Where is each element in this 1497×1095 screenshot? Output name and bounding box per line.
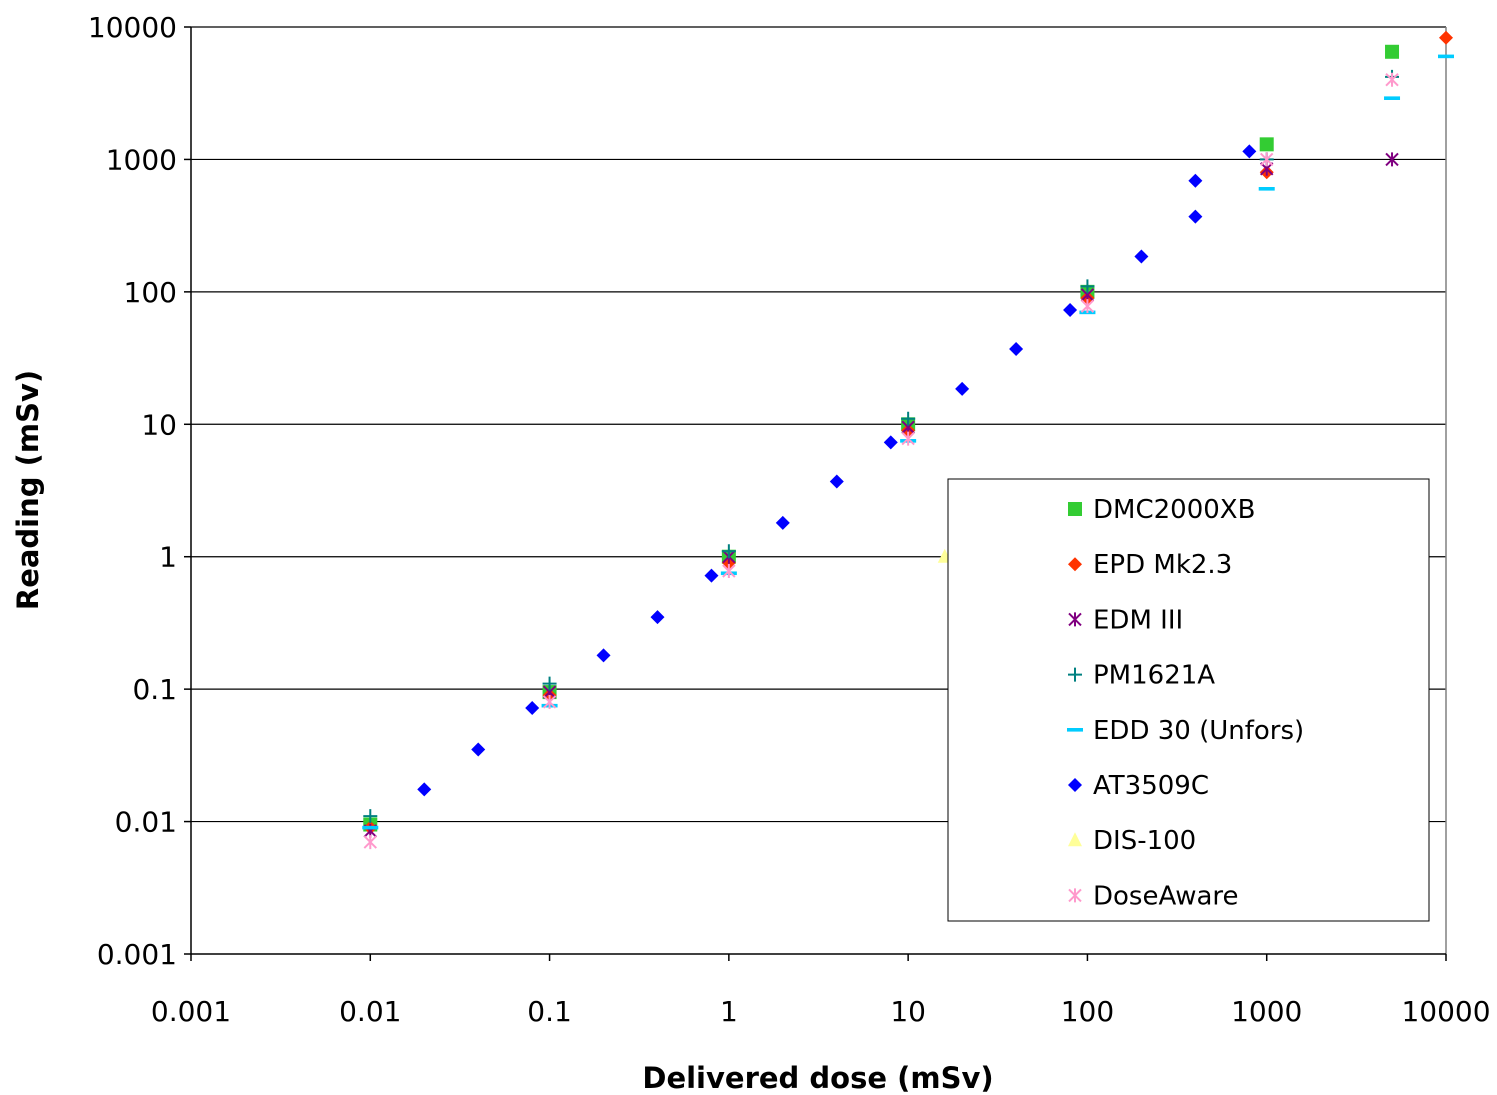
data-point: [363, 835, 377, 850]
legend-label: EDD 30 (Unfors): [1093, 716, 1304, 746]
x-tick-label: 10000: [1401, 995, 1490, 1028]
data-point: [955, 381, 970, 396]
legend-entry: PM1621A: [1068, 661, 1215, 691]
data-point: [1258, 187, 1275, 191]
data-point: [596, 648, 611, 663]
data-point: [1438, 54, 1454, 59]
data-point: [901, 411, 916, 426]
data-point: [1385, 72, 1399, 87]
data-point: [1188, 173, 1203, 188]
x-tick-label: 100: [1061, 995, 1114, 1028]
legend-label: AT3509C: [1093, 771, 1209, 801]
data-point: [1439, 30, 1453, 45]
y-axis-title: Reading (mSv): [11, 370, 45, 610]
x-axis-title: Delivered dose (mSv): [642, 1061, 993, 1095]
legend-marker: [1068, 502, 1082, 516]
y-tick-label: 10: [141, 408, 177, 441]
data-point: [1385, 44, 1400, 59]
legend-marker: [1068, 557, 1082, 572]
data-point: [650, 610, 665, 625]
legend: DMC2000XB EPD Mk2.3 EDM III PM1621A EDD 30 (…: [947, 478, 1430, 922]
y-tick-label: 0.001: [97, 938, 177, 971]
x-tick-label: 1000: [1231, 995, 1302, 1028]
data-point: [901, 431, 915, 446]
legend-marker: [1068, 778, 1082, 792]
data-point: [1080, 299, 1095, 314]
data-point: [1385, 152, 1399, 167]
legend-marker: [1068, 832, 1082, 847]
data-point: [1188, 209, 1203, 224]
axes: [190, 27, 1447, 955]
legend-box: [947, 478, 1430, 922]
series-at3509c: [417, 144, 1257, 797]
data-point: [1063, 302, 1078, 317]
y-tick-label: 0.01: [115, 806, 177, 839]
legend-entry: DIS-100: [1068, 826, 1196, 856]
data-point: [363, 809, 378, 824]
legend-label: DoseAware: [1093, 881, 1239, 911]
data-point: [1259, 137, 1274, 152]
legend-entry: EPD Mk2.3: [1068, 550, 1232, 580]
data-point: [362, 825, 379, 830]
data-point: [1080, 279, 1095, 294]
x-tick-label: 0.01: [339, 995, 401, 1028]
data-point: [1384, 96, 1401, 100]
legend-entry: EDD 30 (Unfors): [1067, 716, 1304, 746]
legend-marker: [1068, 888, 1082, 903]
data-point: [417, 782, 432, 797]
x-tick-label: 0.001: [151, 995, 231, 1028]
data-point: [1242, 144, 1257, 159]
data-point: [775, 515, 790, 530]
data-point: [471, 742, 486, 757]
legend-label: EPD Mk2.3: [1093, 550, 1232, 580]
legend-label: EDM III: [1093, 605, 1183, 635]
x-tick-label: 10: [890, 995, 926, 1028]
data-point: [542, 676, 557, 691]
y-tick-label: 1: [159, 541, 177, 574]
y-tick-label: 1000: [106, 143, 177, 176]
data-point: [525, 701, 540, 716]
data-point: [542, 694, 557, 709]
data-point: [883, 435, 898, 450]
x-tick-label: 0.1: [527, 995, 572, 1028]
legend-entry: DMC2000XB: [1068, 495, 1255, 525]
data-point: [1134, 249, 1149, 264]
y-tick-label: 0.1: [132, 673, 177, 706]
legend-entry: DoseAware: [1068, 881, 1239, 911]
y-tick-label: 10000: [88, 11, 177, 44]
data-point: [721, 544, 736, 559]
legend-label: PM1621A: [1093, 661, 1215, 691]
legend-entry: AT3509C: [1068, 771, 1209, 801]
x-tick-label: 1: [720, 995, 738, 1028]
data-point: [704, 568, 719, 583]
legend-label: DMC2000XB: [1093, 495, 1255, 525]
legend-label: DIS-100: [1093, 826, 1196, 856]
x-axis-ticks: 0.001 0.01 0.1 1 10 100 1000 10000: [151, 954, 1491, 1028]
data-point: [1260, 152, 1274, 167]
gridlines: [191, 26, 1446, 823]
y-tick-label: 100: [124, 276, 177, 309]
data-points: [362, 30, 1454, 850]
legend-marker: [1068, 612, 1082, 627]
series-doseaware: [363, 72, 1399, 850]
data-point: [722, 564, 736, 579]
legend-marker: [1067, 728, 1083, 732]
data-point: [829, 474, 844, 489]
data-point: [1009, 342, 1024, 357]
legend-entry: EDM III: [1068, 605, 1183, 635]
legend-marker: [1068, 667, 1082, 682]
y-axis-ticks: 0.001 0.01 0.1 1 10 100 1000 10000: [88, 11, 191, 971]
